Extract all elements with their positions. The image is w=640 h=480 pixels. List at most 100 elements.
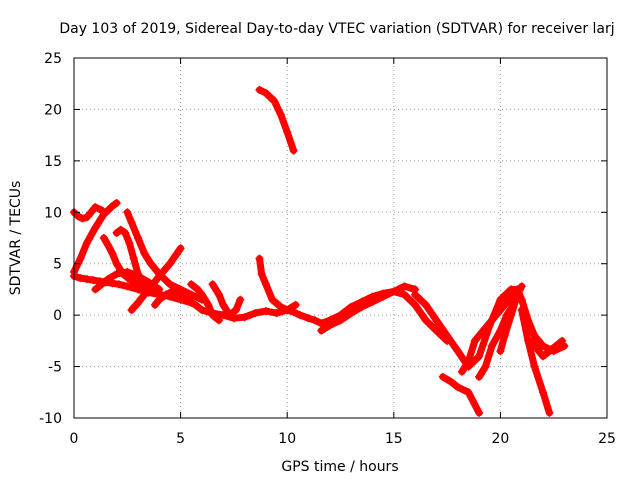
data-point — [336, 316, 345, 325]
data-point — [507, 311, 516, 320]
data-point — [140, 249, 149, 258]
data-point — [165, 280, 174, 289]
data-point — [87, 208, 96, 217]
data-point — [261, 280, 270, 289]
data-point — [458, 367, 467, 376]
data-point — [475, 352, 484, 361]
data-point — [165, 259, 174, 268]
data-point — [539, 388, 548, 397]
data-point — [347, 309, 356, 318]
series-line — [187, 280, 223, 324]
data-point — [470, 336, 479, 345]
data-point — [500, 331, 509, 340]
series-track-17 — [438, 372, 484, 417]
data-point — [123, 267, 132, 276]
data-point — [89, 276, 98, 285]
data-point — [528, 336, 537, 345]
data-point — [125, 239, 134, 248]
data-point — [104, 241, 113, 250]
data-point — [76, 254, 85, 263]
data-point — [176, 244, 185, 253]
data-point — [187, 280, 196, 289]
axis-ticks: 0 5 10 15 20 25 -10 -5 0 5 10 15 20 25 — [39, 51, 616, 447]
data-point — [127, 306, 136, 314]
data-point — [513, 290, 522, 299]
data-point — [197, 290, 206, 299]
data-point — [82, 275, 91, 284]
data-point — [357, 302, 366, 311]
data-point — [127, 218, 136, 227]
x-tick-label: 20 — [491, 431, 509, 447]
data-point — [197, 306, 206, 314]
data-point — [261, 307, 270, 316]
series-track-06 — [123, 208, 206, 304]
data-point — [317, 319, 326, 328]
data-point — [155, 295, 164, 304]
data-point — [276, 302, 285, 311]
grid — [74, 58, 607, 418]
data-point — [270, 97, 279, 106]
data-point — [481, 362, 490, 371]
chart-title: Day 103 of 2019, Sidereal Day-to-day VTE… — [59, 21, 614, 37]
data-point — [438, 372, 447, 381]
data-point — [82, 213, 91, 222]
x-tick-label: 0 — [70, 431, 79, 447]
data-point — [283, 128, 292, 137]
data-point — [479, 326, 488, 335]
series-track-15 — [317, 282, 420, 335]
data-point — [97, 280, 106, 289]
data-point — [74, 212, 83, 221]
data-point — [504, 295, 513, 304]
data-point — [208, 280, 217, 289]
data-point — [283, 306, 292, 314]
data-point — [155, 272, 164, 281]
data-point — [400, 290, 409, 299]
data-point — [99, 210, 108, 219]
series-track-21 — [517, 306, 554, 417]
data-point — [191, 300, 200, 309]
data-point — [155, 285, 164, 294]
data-point — [517, 282, 526, 291]
y-tick-label: 20 — [44, 102, 62, 118]
series-line — [317, 282, 419, 335]
x-tick-label: 5 — [176, 431, 185, 447]
series-line — [528, 337, 566, 360]
data-point — [464, 388, 473, 397]
data-point — [193, 285, 202, 294]
data-point — [133, 272, 142, 281]
data-point — [214, 290, 223, 299]
series-track-16 — [411, 285, 569, 371]
data-point — [123, 208, 132, 217]
data-point — [91, 223, 100, 232]
data-point — [82, 239, 91, 248]
series-track-08 — [91, 267, 164, 294]
data-point — [112, 259, 121, 268]
data-point — [123, 282, 132, 291]
data-point — [289, 308, 298, 317]
data-point — [453, 383, 462, 392]
data-point — [411, 300, 420, 309]
data-point — [219, 300, 228, 309]
y-tick-label: 0 — [53, 308, 62, 324]
data-point — [76, 274, 85, 283]
data-point — [91, 285, 100, 294]
data-point — [443, 331, 452, 340]
x-tick-label: 10 — [278, 431, 296, 447]
data-point — [389, 287, 398, 296]
data-point — [204, 300, 213, 309]
series-line — [518, 306, 553, 417]
data-point — [496, 347, 505, 356]
data-point — [146, 259, 155, 268]
data-point — [487, 342, 496, 350]
y-tick-label: 5 — [53, 257, 62, 273]
plot-frame — [73, 57, 608, 419]
data-point — [534, 347, 543, 356]
y-tick-label: -5 — [48, 360, 62, 376]
series-track-10 — [187, 280, 223, 325]
data-point — [310, 316, 319, 325]
data-point — [289, 146, 298, 155]
x-tick-label: 15 — [385, 431, 403, 447]
data-point — [114, 280, 123, 289]
data-point — [551, 342, 560, 350]
